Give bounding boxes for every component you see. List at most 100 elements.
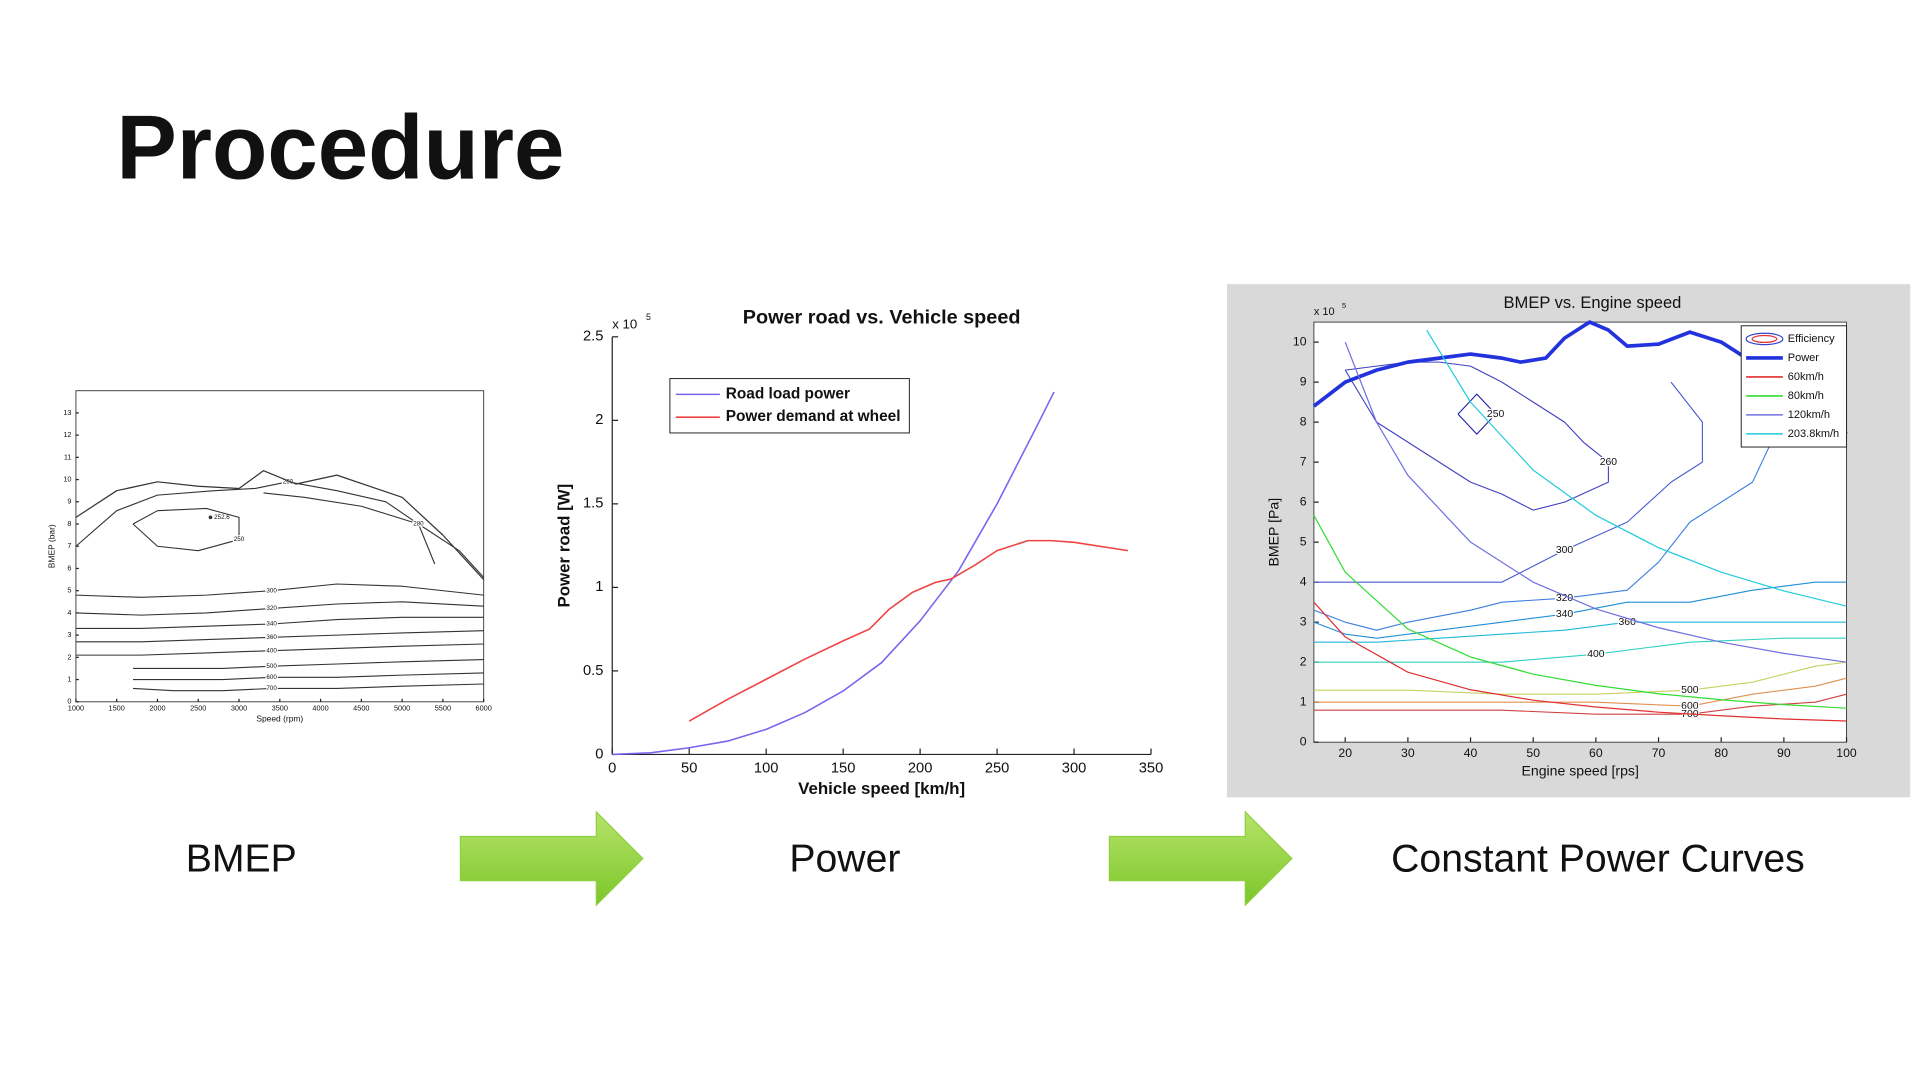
x-axis-label: Speed (rpm): [256, 714, 303, 724]
x-tick-label: 5500: [435, 704, 451, 713]
series-line: [1344, 341, 1847, 663]
y-tick-label: 0.5: [583, 663, 603, 679]
contour-line: [75, 601, 484, 616]
contour-line: [75, 643, 484, 656]
y-tick-label: 0: [67, 697, 71, 706]
series-line: [75, 470, 485, 580]
contour-line: [75, 481, 436, 565]
y-tick-label: 8: [67, 519, 71, 528]
legend-label: Efficiency: [1788, 333, 1835, 345]
x-tick-label: 250: [985, 760, 1010, 776]
y-tick-label: 9: [67, 497, 71, 506]
contour-line: [1344, 361, 1609, 511]
y-tick-label: 0: [1300, 734, 1307, 748]
x-axis-label: Engine speed [rps]: [1522, 762, 1639, 778]
contour-label: 260: [283, 478, 294, 485]
contour-line: [75, 630, 484, 643]
y-axis-label: BMEP (bar): [47, 524, 57, 568]
y-tick-label: 4: [1300, 574, 1307, 588]
legend-label: Power demand at wheel: [726, 408, 901, 425]
y-tick-label: 0: [595, 746, 603, 762]
y-tick-label: 2.5: [583, 329, 603, 345]
contour-label: 600: [266, 674, 277, 681]
x-tick-label: 300: [1062, 760, 1087, 776]
series-line: [688, 539, 1129, 722]
y-scale-label: x 10: [612, 317, 637, 332]
contour-line: [132, 683, 484, 692]
y-tick-label: 2: [1300, 654, 1307, 668]
x-tick-label: 60: [1589, 746, 1603, 760]
contour-label: 280: [413, 521, 424, 528]
legend-label: 120km/h: [1788, 409, 1830, 421]
y-axis-label: Power road [W]: [555, 484, 574, 608]
legend-label: 60km/h: [1788, 371, 1824, 383]
x-tick-label: 80: [1714, 746, 1728, 760]
y-tick-label: 7: [1300, 454, 1307, 468]
x-tick-label: 50: [1526, 746, 1540, 760]
contour-label: 500: [1681, 685, 1699, 696]
x-tick-label: 4000: [312, 704, 328, 713]
x-tick-label: 20: [1338, 746, 1352, 760]
x-tick-label: 50: [681, 760, 697, 776]
x-tick-label: 1500: [109, 704, 125, 713]
contour-label: 300: [1556, 545, 1574, 556]
x-tick-label: 5000: [394, 704, 410, 713]
legend-label: Power: [1788, 352, 1820, 364]
contour-label: 500: [266, 663, 277, 670]
contour-label: 250: [1487, 409, 1505, 420]
y-tick-label: 3: [67, 630, 71, 639]
contour-line: [133, 659, 484, 670]
y-tick-label: 9: [1300, 374, 1307, 388]
caption: BMEP: [186, 837, 297, 880]
contour-line: [1313, 621, 1847, 643]
series-line: [612, 391, 1055, 756]
contour-label: 320: [266, 605, 277, 612]
arrow: [1108, 810, 1293, 907]
contour-line: [1313, 382, 1772, 631]
y-tick-label: 1: [1300, 694, 1307, 708]
contour-line: [132, 507, 240, 552]
legend-label: 80km/h: [1788, 390, 1824, 402]
contour-line: [263, 492, 485, 578]
x-tick-label: 1000: [68, 704, 84, 713]
x-tick-label: 2000: [149, 704, 165, 713]
y-tick-label: 6: [1300, 494, 1307, 508]
y-tick-label: 7: [67, 541, 71, 550]
series-line: [1313, 515, 1847, 709]
contour-label: 340: [1556, 609, 1574, 620]
contour-label: 360: [266, 634, 277, 641]
contour-label: 600: [1681, 701, 1699, 712]
y-tick-label: 5: [1300, 534, 1307, 548]
contour-line: [75, 583, 484, 598]
y-tick-label: 3: [1300, 614, 1307, 628]
x-tick-label: 200: [908, 760, 933, 776]
y-tick-label: 1: [595, 579, 603, 595]
x-tick-label: 6000: [476, 704, 492, 713]
y-axis-label: BMEP [Pa]: [1265, 498, 1281, 567]
y-tick-label: 11: [64, 452, 72, 461]
series-line: [1312, 320, 1848, 436]
x-tick-label: 3000: [231, 704, 247, 713]
y-tick-label: 1: [67, 674, 71, 683]
legend-swatch: [1745, 332, 1784, 346]
contour-line: [133, 672, 484, 681]
y-tick-label: 4: [67, 608, 71, 617]
x-tick-label: 4500: [353, 704, 369, 713]
legend-label: 203.8km/h: [1788, 428, 1839, 440]
series-line: [1313, 601, 1847, 722]
legend-label: Road load power: [726, 385, 850, 402]
contour-label: 320: [1556, 593, 1574, 604]
contour-label: 700: [266, 685, 277, 692]
legend-swatch: [1751, 334, 1778, 343]
y-scale-exponent: 5: [646, 312, 651, 322]
contour-label: 400: [266, 647, 277, 654]
series-line: [1426, 329, 1847, 607]
contour-label: 300: [266, 587, 277, 594]
x-tick-label: 350: [1139, 760, 1164, 776]
plot-frame: [1313, 321, 1848, 743]
y-tick-label: 13: [63, 408, 71, 417]
contour-label: 340: [266, 621, 277, 628]
y-tick-label: 5: [67, 586, 71, 595]
contour-line: [1457, 393, 1497, 435]
contour-line: [1313, 637, 1847, 663]
